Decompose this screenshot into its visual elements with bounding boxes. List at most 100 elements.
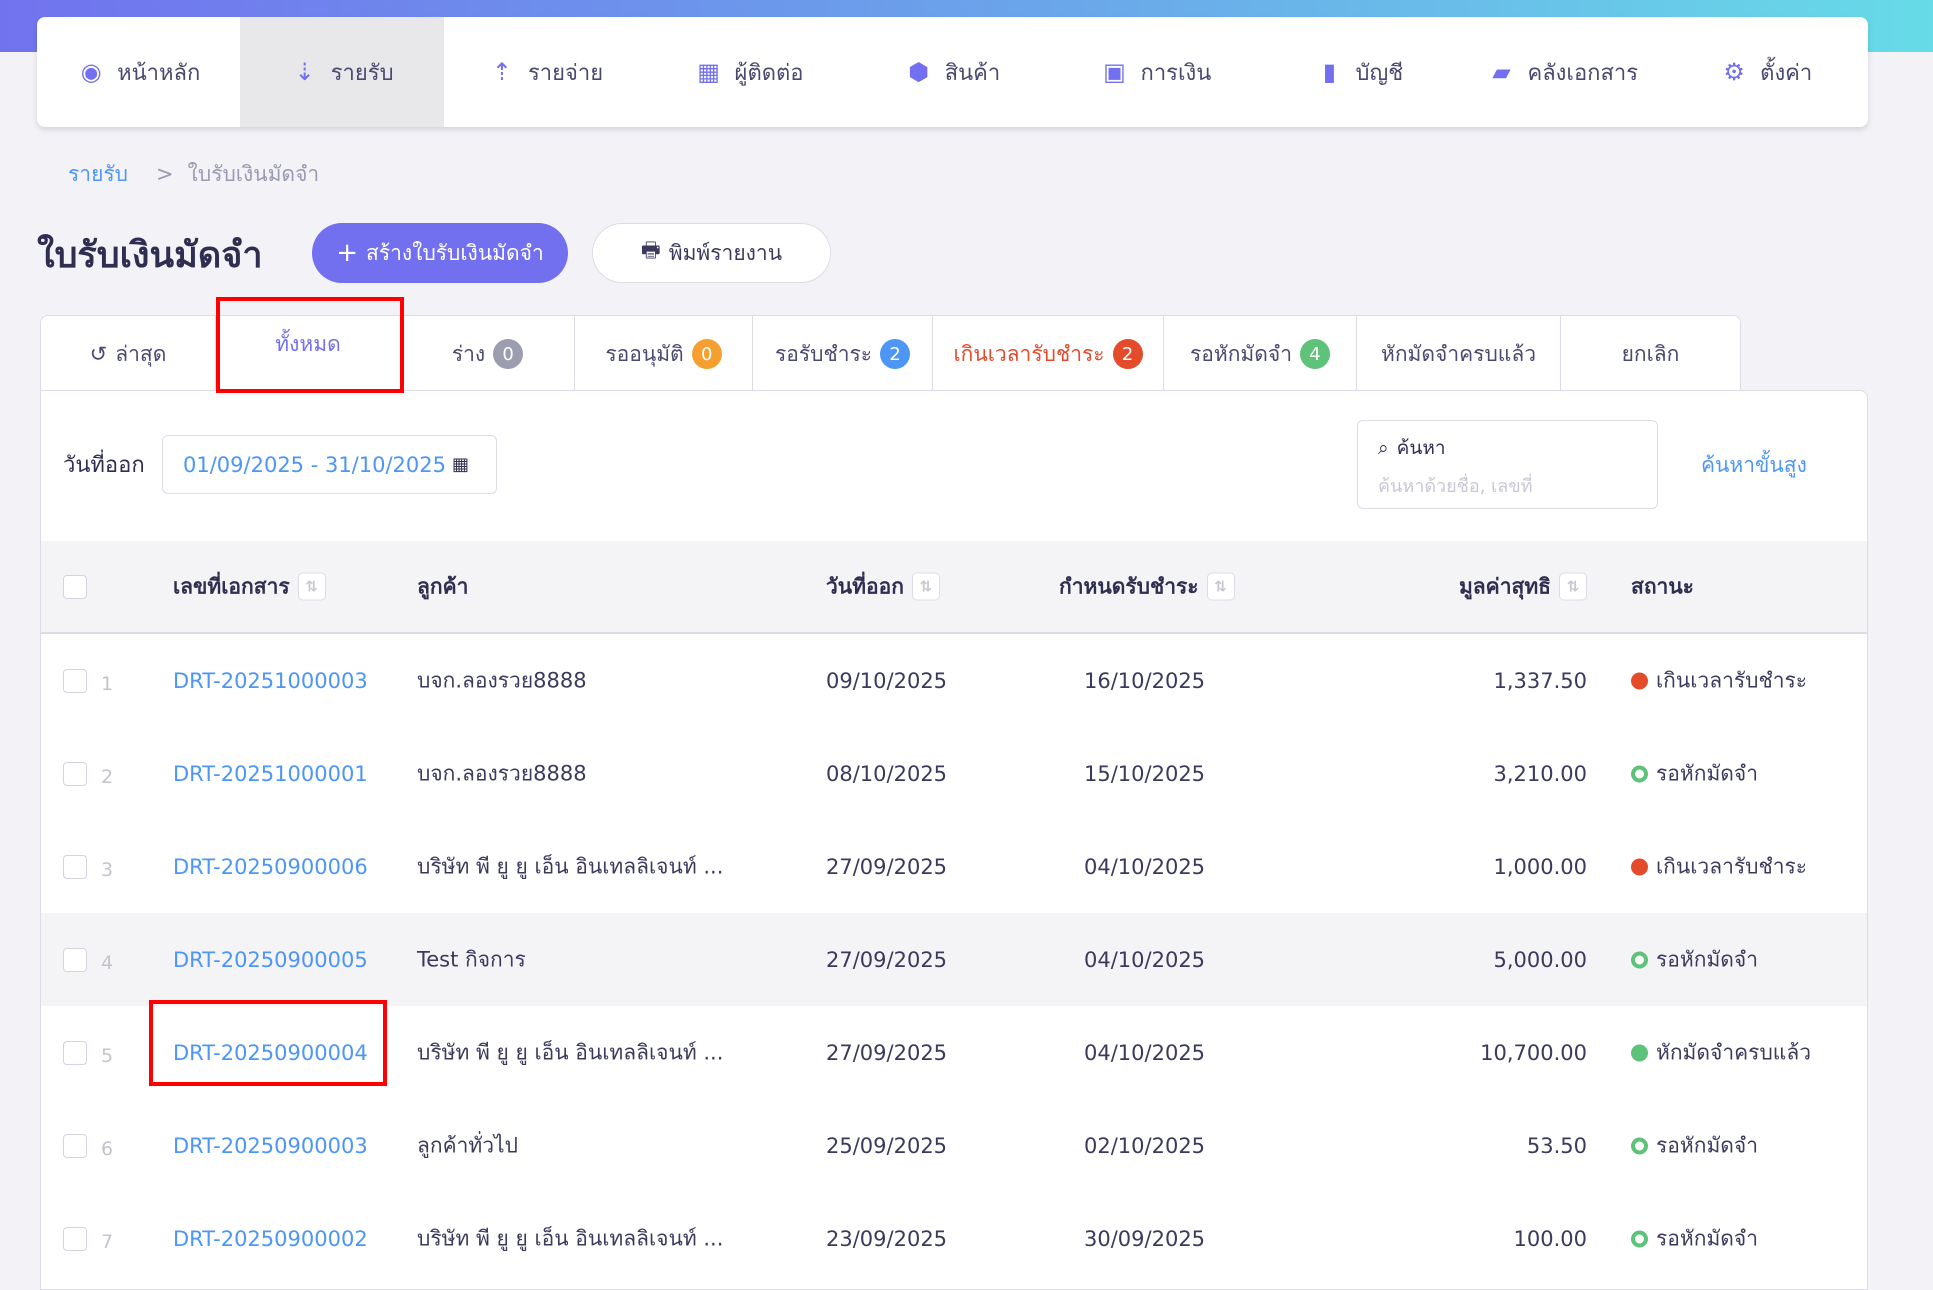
customer-name: บริษัท พี ยู ยู เอ็น อินเทลลิเจนท์ ...	[417, 1040, 724, 1064]
row-checkbox[interactable]	[63, 1226, 87, 1251]
dashboard-icon: ◉	[80, 58, 102, 86]
date-filter-label: วันที่ออก	[63, 453, 145, 478]
row-checkbox[interactable]	[63, 947, 87, 972]
header-issue-date: วันที่ออก	[826, 574, 904, 598]
due-date: 04/10/2025	[1084, 1040, 1206, 1065]
issue-date: 23/09/2025	[826, 1226, 948, 1251]
sort-icon[interactable]: ⇅	[911, 572, 940, 601]
main-nav: ◉ หน้าหลัก ⇣ รายรับ ⇡ รายจ่าย ▦ ผู้ติดต่อ ⬢ สินค้…	[37, 17, 1868, 127]
table-row[interactable]: 2 DRT-20251000001 บจก.ลองรวย8888 08/10/2…	[41, 727, 1867, 820]
search-box[interactable]: ⌕ ค้นหา ค้นหาด้วยชื่อ, เลขที่	[1357, 420, 1658, 509]
doc-number-link[interactable]: DRT-20250900002	[173, 1226, 368, 1251]
status-tab[interactable]: รอรับชำระ 2	[753, 316, 933, 392]
row-number: 5	[101, 1044, 114, 1067]
status-ring-icon	[1631, 1137, 1648, 1154]
tab-count-badge: 0	[691, 339, 722, 369]
search-label: ค้นหา	[1396, 437, 1446, 459]
row-number: 1	[101, 672, 114, 695]
nav-item[interactable]: ⬢ สินค้า	[851, 17, 1054, 127]
nav-item[interactable]: ▦ ผู้ติดต่อ	[647, 17, 850, 127]
doc-number-link[interactable]: DRT-20250900003	[173, 1133, 368, 1158]
print-report-button[interactable]: 🖶 พิมพ์รายงาน	[592, 223, 831, 283]
table-row[interactable]: 6 DRT-20250900003 ลูกค้าทั่วไป 25/09/202…	[41, 1099, 1867, 1192]
header-customer: ลูกค้า	[417, 574, 469, 598]
nav-item[interactable]: ⇡ รายจ่าย	[444, 17, 647, 127]
sort-icon[interactable]: ⇅	[1206, 572, 1235, 601]
net-amount: 3,210.00	[1493, 761, 1587, 786]
customer-name: บริษัท พี ยู ยู เอ็น อินเทลลิเจนท์ ...	[417, 1226, 724, 1250]
row-checkbox[interactable]	[63, 668, 87, 693]
select-all-checkbox[interactable]	[63, 574, 87, 599]
doc-number-link[interactable]: DRT-20250900004	[173, 1040, 368, 1065]
nav-label: คลังเอกสาร	[1527, 60, 1639, 86]
header-status: สถานะ	[1631, 574, 1694, 598]
status-label: เกินเวลารับชำระ	[1656, 854, 1808, 878]
nav-item[interactable]: ⚙ ตั้งค่า	[1665, 17, 1868, 127]
product-box-icon: ⬢	[908, 58, 930, 86]
status-badge: รอหักมัดจำ	[1631, 757, 1758, 790]
status-badge: รอหักมัดจำ	[1631, 1222, 1758, 1255]
row-checkbox[interactable]	[63, 761, 87, 786]
issue-date: 27/09/2025	[826, 1040, 948, 1065]
status-badge: รอหักมัดจำ	[1631, 943, 1758, 976]
due-date: 04/10/2025	[1084, 947, 1206, 972]
nav-label: ผู้ติดต่อ	[734, 60, 804, 86]
table-row[interactable]: 7 DRT-20250900002 บริษัท พี ยู ยู เอ็น อ…	[41, 1192, 1867, 1285]
tab-label: ล่าสุด	[115, 341, 167, 366]
status-tab[interactable]: ยกเลิก	[1561, 316, 1740, 392]
nav-item[interactable]: ▰ คลังเอกสาร	[1461, 17, 1664, 127]
net-amount: 5,000.00	[1493, 947, 1587, 972]
tab-label: รอหักมัดจำ	[1189, 341, 1293, 366]
advanced-search-link[interactable]: ค้นหาขั้นสูง	[1701, 453, 1807, 477]
status-ring-icon	[1631, 765, 1648, 782]
calendar-icon: ▦	[452, 454, 470, 475]
nav-label: การเงิน	[1140, 60, 1212, 86]
table-row[interactable]: 1 DRT-20251000003 บจก.ลองรวย8888 09/10/2…	[41, 634, 1867, 727]
breadcrumb-separator: >	[156, 162, 174, 186]
doc-number-link[interactable]: DRT-20250900006	[173, 854, 368, 879]
due-date: 30/09/2025	[1084, 1226, 1206, 1251]
expense-icon: ⇡	[491, 58, 513, 86]
status-tab[interactable]: ร่าง 0	[401, 316, 575, 392]
nav-item[interactable]: ▣ การเงิน	[1054, 17, 1257, 127]
status-tab[interactable]: หักมัดจำครบแล้ว	[1357, 316, 1561, 392]
row-number: 2	[101, 765, 114, 788]
page-title: ใบรับเงินมัดจำ	[37, 235, 263, 276]
create-deposit-receipt-button[interactable]: + สร้างใบรับเงินมัดจำ	[312, 223, 568, 283]
sort-icon[interactable]: ⇅	[297, 572, 326, 601]
money-icon: ▣	[1103, 58, 1126, 86]
table-row[interactable]: 4 DRT-20250900005 Test กิจการ 27/09/2025…	[41, 913, 1867, 1006]
row-checkbox[interactable]	[63, 854, 87, 879]
breadcrumb-parent-link[interactable]: รายรับ	[68, 162, 128, 186]
nav-label: หน้าหลัก	[117, 60, 201, 86]
status-tab[interactable]: ↺ ล่าสุด	[41, 316, 216, 392]
status-tab[interactable]: เกินเวลารับชำระ 2	[933, 316, 1164, 392]
history-icon: ↺	[89, 342, 108, 366]
status-tab[interactable]: รอหักมัดจำ 4	[1164, 316, 1357, 392]
nav-item[interactable]: ⇣ รายรับ	[240, 17, 444, 127]
breadcrumb-current: ใบรับเงินมัดจำ	[187, 162, 320, 186]
date-range-input[interactable]: 01/09/2025 - 31/10/2025 ▦	[162, 435, 497, 494]
issue-date: 09/10/2025	[826, 668, 948, 693]
table-row[interactable]: 3 DRT-20250900006 บริษัท พี ยู ยู เอ็น อ…	[41, 820, 1867, 913]
search-input[interactable]: ค้นหาด้วยชื่อ, เลขที่	[1378, 476, 1533, 497]
due-date: 04/10/2025	[1084, 854, 1206, 879]
row-checkbox[interactable]	[63, 1133, 87, 1158]
due-date: 15/10/2025	[1084, 761, 1206, 786]
status-tab[interactable]: รออนุมัติ 0	[575, 316, 753, 392]
nav-item[interactable]: ◉ หน้าหลัก	[37, 17, 240, 127]
tab-label: ร่าง	[451, 341, 486, 366]
status-tab[interactable]: ทั้งหมด	[216, 316, 401, 392]
status-label: รอหักมัดจำ	[1656, 761, 1759, 785]
row-number: 7	[101, 1230, 114, 1253]
doc-number-link[interactable]: DRT-20251000003	[173, 668, 368, 693]
net-amount: 1,000.00	[1493, 854, 1587, 879]
row-checkbox[interactable]	[63, 1040, 87, 1065]
row-number: 4	[101, 951, 114, 974]
table-row[interactable]: 5 DRT-20250900004 บริษัท พี ยู ยู เอ็น อ…	[41, 1006, 1867, 1099]
doc-number-link[interactable]: DRT-20250900005	[173, 947, 368, 972]
doc-number-link[interactable]: DRT-20251000001	[173, 761, 368, 786]
customer-name: บจก.ลองรวย8888	[417, 668, 587, 692]
sort-icon[interactable]: ⇅	[1559, 572, 1587, 601]
nav-item[interactable]: ▮ บัญชี	[1258, 17, 1461, 127]
